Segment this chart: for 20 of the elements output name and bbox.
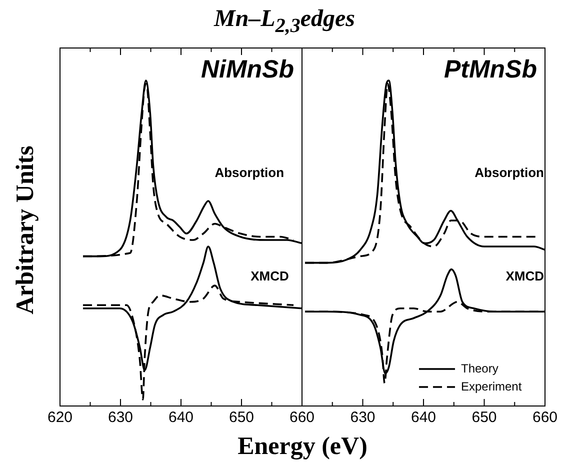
x-tick-label: 660 xyxy=(289,409,315,426)
legend-label: Theory xyxy=(461,361,498,376)
annotation: XMCD xyxy=(250,268,289,284)
y-axis-title: Arbitrary Units xyxy=(12,146,40,314)
annotation: Absorption xyxy=(214,164,284,180)
x-tick-label: 660 xyxy=(532,409,558,426)
legend-label: Experiment xyxy=(461,379,522,394)
x-tick-label: 640 xyxy=(168,409,194,426)
x-axis-title: Energy (eV) xyxy=(236,433,368,461)
x-tick-label: 650 xyxy=(228,409,254,426)
x-tick-label: 630 xyxy=(350,409,376,426)
x-tick-label: 630 xyxy=(108,409,134,426)
chart-subtitle: NiMnSb xyxy=(200,55,294,84)
chart-title: Mn–L$_{2,3}$edges xyxy=(212,6,356,38)
x-tick-label: 640 xyxy=(410,409,436,426)
annotation: Absorption xyxy=(474,164,544,180)
x-tick-label: 650 xyxy=(472,409,497,426)
chart-subtitle: PtMnSb xyxy=(444,55,537,84)
x-tick-label: 620 xyxy=(47,409,73,426)
annotation: XMCD xyxy=(506,268,544,284)
